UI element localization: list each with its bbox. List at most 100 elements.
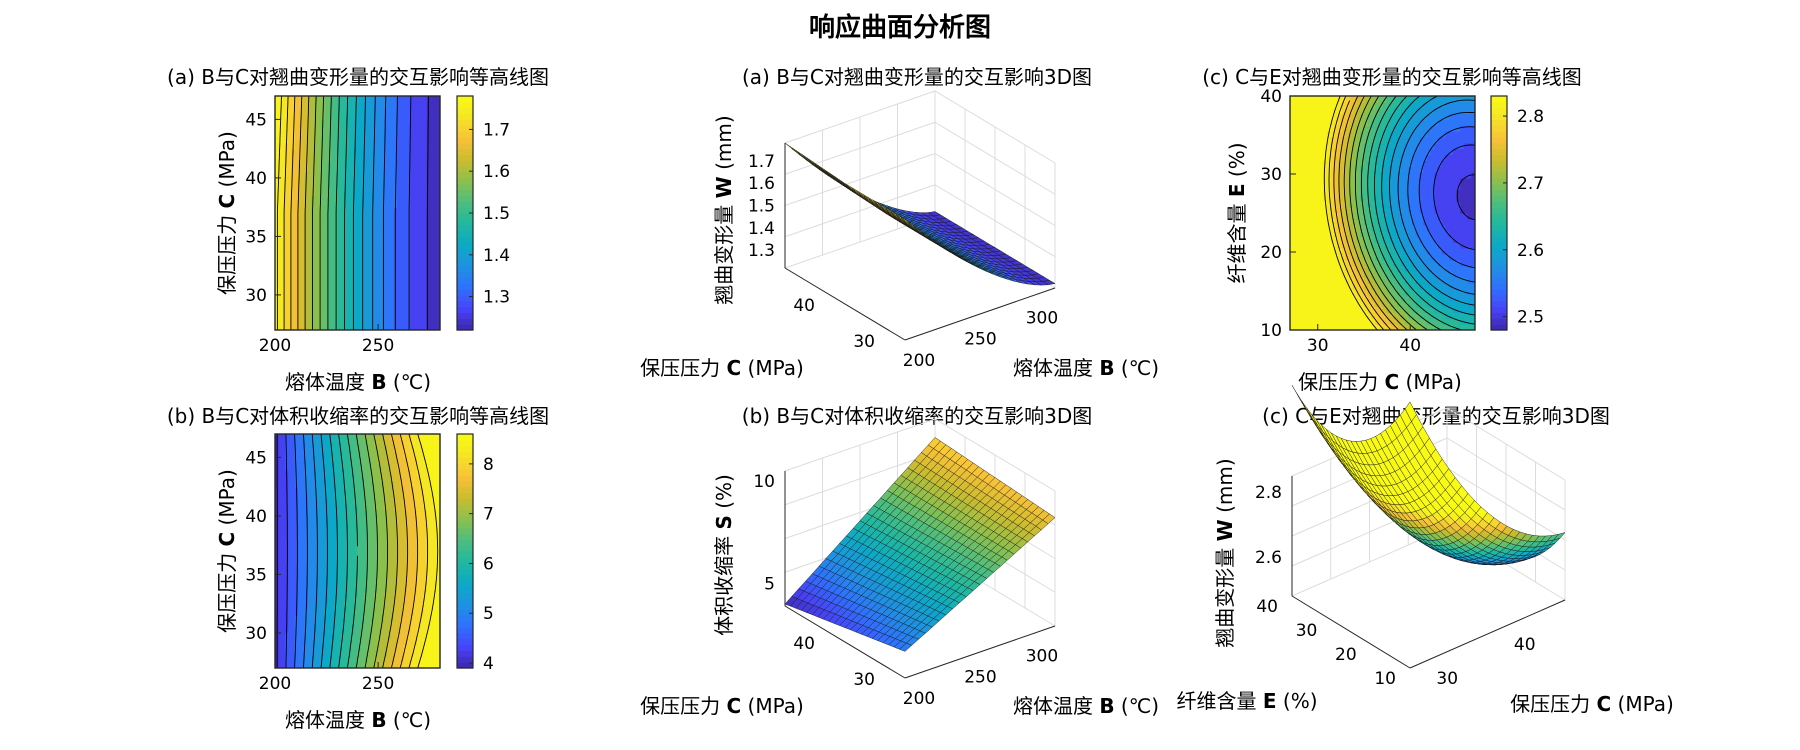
x-axis-label: 熔体温度 B (℃) [1013, 356, 1159, 380]
contour-cell [344, 213, 349, 220]
contour-cell [324, 289, 329, 296]
contour-cell [284, 142, 289, 150]
contour-cell [284, 277, 289, 284]
contour-cell [324, 213, 329, 220]
contour-cell [433, 236, 438, 243]
contour-cell [1467, 142, 1472, 150]
contour-cell [1404, 119, 1409, 126]
contour-cell [288, 271, 293, 278]
contour-cell [1301, 195, 1306, 202]
contour-cell [1378, 142, 1384, 150]
contour-cell [281, 621, 286, 628]
contour-cell [377, 142, 382, 150]
contour-cell [1312, 283, 1317, 290]
contour-cell [1408, 148, 1413, 156]
contour-cell [1319, 125, 1324, 132]
contour-cell [1408, 306, 1413, 314]
contour-cell [1301, 107, 1306, 115]
contour-cell [298, 189, 302, 197]
contour-cell [301, 294, 306, 302]
contour-cell [1378, 119, 1384, 126]
contour-cell [350, 131, 355, 138]
contour-cell [1375, 218, 1380, 226]
contour-cell [400, 318, 405, 325]
contour-cell [403, 230, 408, 237]
contour-cell [1460, 195, 1465, 202]
contour-cell [1312, 172, 1317, 179]
contour-cell [400, 172, 405, 179]
contour-cell [1441, 207, 1446, 214]
contour-cell [1441, 289, 1446, 296]
contour-cell [1338, 160, 1343, 167]
contour-cell [1315, 142, 1321, 150]
contour-cell [1386, 148, 1391, 156]
contour-cell [410, 177, 415, 185]
contour-cell [301, 248, 306, 255]
contour-line [352, 96, 357, 330]
contour-cell [403, 136, 408, 144]
contour-cell [1349, 236, 1354, 243]
contour-cell [1452, 218, 1458, 226]
contour-cell [374, 195, 378, 202]
y-tick-label: 40 [793, 296, 815, 316]
contour-cell [403, 271, 408, 278]
contour-cell [400, 201, 405, 208]
contour-cell [1327, 131, 1332, 138]
contour-cell [1293, 300, 1298, 308]
contour-cell [288, 638, 293, 646]
contour-cell [1449, 236, 1454, 243]
contour-cell [1463, 113, 1469, 120]
contour-cell [1297, 324, 1302, 330]
contour-cell [1290, 154, 1295, 161]
contour-cell [1308, 224, 1313, 232]
contour-cell [1430, 265, 1435, 273]
contour-cell [314, 107, 319, 115]
contour-cell [1401, 177, 1406, 185]
contour-cell [1304, 96, 1310, 103]
contour-cell [1452, 189, 1458, 197]
contour-cell [364, 324, 368, 330]
contour-cell [1338, 289, 1343, 296]
contour-cell [1319, 312, 1324, 319]
contour-cell [294, 539, 299, 546]
contour-cell [364, 101, 368, 109]
contour-cell [294, 101, 299, 109]
contour-cell [291, 662, 296, 668]
contour-cell [416, 300, 421, 308]
contour-cell [1327, 324, 1332, 330]
contour-cell [1356, 207, 1361, 214]
contour-cell [1360, 131, 1365, 138]
contour-cell [1467, 113, 1472, 120]
x-axis-label: 保压压力 C (MPa) [1298, 370, 1462, 394]
contour-cell [304, 96, 309, 103]
contour-cell [377, 125, 382, 132]
contour-cell [331, 125, 335, 132]
contour-cell [1423, 101, 1428, 109]
contour-cell [1460, 283, 1465, 290]
contour-cell [281, 265, 286, 273]
contour-cell [1334, 160, 1339, 167]
contour-cell [354, 136, 359, 144]
contour-cell [407, 125, 411, 132]
contour-cell [420, 195, 425, 202]
contour-cell [1434, 107, 1439, 115]
contour-cell [1438, 136, 1443, 144]
contour-cell [1386, 131, 1391, 138]
contour-cell [1367, 113, 1372, 120]
contour-cell [390, 119, 395, 126]
contour-cell [1375, 324, 1380, 330]
colorbar-segment [1491, 230, 1507, 237]
contour-cell [387, 218, 392, 226]
contour-cell [1382, 324, 1387, 330]
contour-cell [397, 213, 401, 220]
contour-cell [308, 107, 312, 115]
contour-cell [1323, 131, 1328, 138]
contour-cell [1323, 236, 1328, 243]
contour-cell [1449, 230, 1454, 237]
contour-cell [1471, 142, 1475, 150]
contour-cell [331, 306, 335, 314]
contour-cell [436, 224, 440, 232]
contour-cell [354, 183, 359, 191]
contour-cell [367, 148, 372, 156]
contour-cell [1327, 265, 1332, 273]
